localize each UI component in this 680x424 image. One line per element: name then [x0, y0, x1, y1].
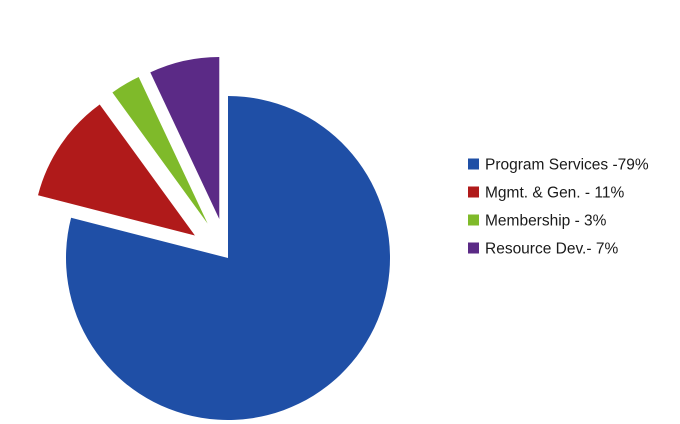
legend-item: Mgmt. & Gen. - 11%: [468, 185, 624, 202]
legend-label: Resource Dev.- 7%: [485, 241, 618, 258]
legend-label: Mgmt. & Gen. - 11%: [485, 185, 624, 202]
legend-label: Program Services -79%: [485, 157, 649, 174]
pie-slice-4: [150, 56, 220, 219]
pie-slices: [38, 56, 391, 421]
legend-swatch: [468, 158, 479, 170]
pie-slice-2: [38, 104, 195, 236]
legend-item: Resource Dev.- 7%: [468, 241, 618, 258]
pie-slice-3: [112, 76, 208, 224]
legend-label: Membership - 3%: [485, 213, 607, 230]
legend: Program Services -79% Mgmt. & Gen. - 11% M…: [468, 157, 649, 258]
legend-item: Membership - 3%: [468, 213, 607, 230]
legend-swatch: [468, 186, 479, 198]
legend-swatch: [468, 242, 479, 254]
pie-slice-1: [66, 96, 391, 421]
legend-item: Program Services -79%: [468, 157, 649, 174]
legend-swatch: [468, 214, 479, 226]
